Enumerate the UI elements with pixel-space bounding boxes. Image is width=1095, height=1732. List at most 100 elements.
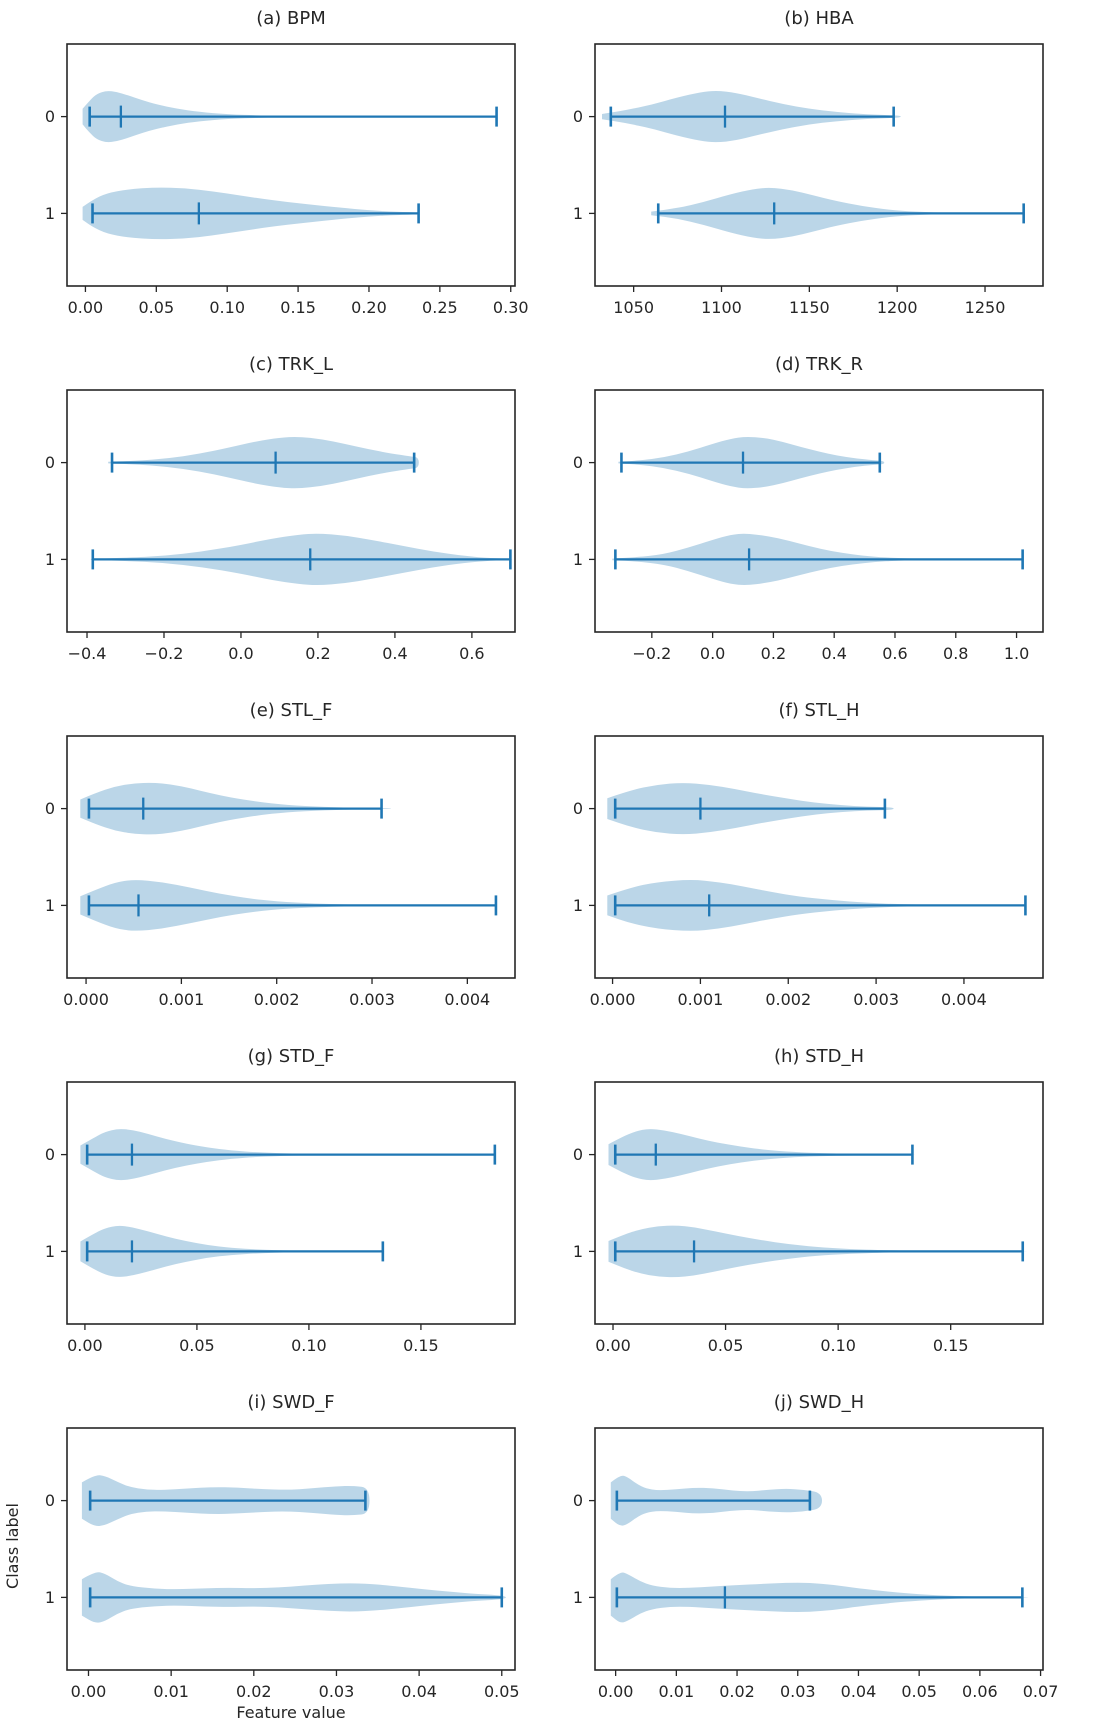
svg-text:0.4: 0.4 — [382, 644, 407, 663]
svg-text:0.003: 0.003 — [853, 990, 899, 1009]
svg-text:0.15: 0.15 — [280, 298, 316, 317]
svg-text:0.6: 0.6 — [459, 644, 484, 663]
subplot-title-b: (b) HBA — [784, 8, 854, 29]
svg-text:0.04: 0.04 — [841, 1682, 877, 1701]
subplot-title-c: (c) TRK_L — [249, 354, 333, 375]
subplot-cell-f: (f) STL_H 0.000 0.001 0.002 0.003 0.004 0 1 — [548, 692, 1095, 1038]
violin-plot-g: 0.00 0.05 0.10 0.15 0 1 — [45, 1081, 516, 1355]
svg-text:1.0: 1.0 — [1004, 644, 1029, 663]
svg-text:1: 1 — [45, 204, 55, 223]
svg-text:0.00: 0.00 — [595, 1336, 631, 1355]
violin-plot-b: 1050 1100 1150 1200 1250 0 1 — [573, 43, 1044, 317]
svg-text:0.004: 0.004 — [444, 990, 490, 1009]
svg-text:0.00: 0.00 — [68, 298, 104, 317]
violin-plot-j: 0.00 0.01 0.02 0.03 0.04 0.05 0.06 0.07 0 1 — [573, 1427, 1059, 1701]
svg-text:0: 0 — [573, 453, 583, 472]
svg-text:1100: 1100 — [701, 298, 742, 317]
svg-text:0: 0 — [45, 107, 55, 126]
svg-text:0.4: 0.4 — [821, 644, 846, 663]
svg-text:0.04: 0.04 — [401, 1682, 437, 1701]
svg-text:0: 0 — [573, 1145, 583, 1164]
svg-text:0.05: 0.05 — [901, 1682, 937, 1701]
svg-text:0.03: 0.03 — [780, 1682, 816, 1701]
svg-text:0.30: 0.30 — [493, 298, 529, 317]
svg-text:0.25: 0.25 — [422, 298, 458, 317]
svg-text:0.003: 0.003 — [349, 990, 395, 1009]
subplot-cell-a: (a) BPM 0.00 0.05 0.10 0.15 0.20 0.25 0.30 0 1 — [0, 0, 548, 346]
svg-text:1250: 1250 — [965, 298, 1006, 317]
svg-text:0.07: 0.07 — [1023, 1682, 1059, 1701]
svg-text:1050: 1050 — [613, 298, 654, 317]
svg-text:0.000: 0.000 — [590, 990, 636, 1009]
svg-text:0.10: 0.10 — [820, 1336, 856, 1355]
svg-text:0.15: 0.15 — [933, 1336, 969, 1355]
svg-text:0.10: 0.10 — [291, 1336, 327, 1355]
subplot-title-j: (j) SWD_H — [773, 1392, 865, 1413]
svg-text:0.000: 0.000 — [63, 990, 109, 1009]
svg-text:0.20: 0.20 — [351, 298, 387, 317]
svg-text:0: 0 — [573, 799, 583, 818]
svg-text:1: 1 — [45, 1588, 55, 1607]
svg-text:0.00: 0.00 — [67, 1336, 103, 1355]
subplot-cell-j: (j) SWD_H 0.00 0.01 0.02 0.03 0.04 0.05 0.06 0.… — [548, 1384, 1095, 1732]
svg-text:0.01: 0.01 — [659, 1682, 695, 1701]
subplot-title-g: (g) STD_F — [247, 1046, 335, 1067]
violin-plot-c: −0.4 −0.2 0.0 0.2 0.4 0.6 0 1 — [45, 389, 516, 663]
x-axis-label: Feature value — [236, 1703, 346, 1722]
svg-text:0.05: 0.05 — [179, 1336, 215, 1355]
svg-text:0: 0 — [573, 1491, 583, 1510]
subplot-cell-d: (d) TRK_R −0.2 0.0 0.2 0.4 0.6 0.8 1.0 0 1 — [548, 346, 1095, 692]
svg-text:1: 1 — [573, 204, 583, 223]
svg-text:0: 0 — [45, 1491, 55, 1510]
violin-plot-a: 0.00 0.05 0.10 0.15 0.20 0.25 0.30 0 1 — [45, 43, 529, 317]
subplot-title-h: (h) STD_H — [774, 1046, 864, 1067]
svg-text:0.2: 0.2 — [305, 644, 330, 663]
violin-plot-i: 0.00 0.01 0.02 0.03 0.04 0.05 0 1 — [45, 1427, 520, 1701]
svg-text:0.02: 0.02 — [719, 1682, 755, 1701]
svg-text:0.06: 0.06 — [962, 1682, 998, 1701]
svg-text:0: 0 — [45, 453, 55, 472]
svg-text:0.001: 0.001 — [158, 990, 204, 1009]
svg-text:−0.4: −0.4 — [68, 644, 107, 663]
svg-text:0.05: 0.05 — [708, 1336, 744, 1355]
svg-text:0.004: 0.004 — [941, 990, 987, 1009]
subplot-title-d: (d) TRK_R — [774, 354, 863, 375]
subplot-cell-e: (e) STL_F 0.000 0.001 0.002 0.003 0.004 0 1 — [0, 692, 548, 1038]
svg-text:0.8: 0.8 — [943, 644, 968, 663]
subplot-title-f: (f) STL_H — [778, 700, 860, 721]
svg-text:0.15: 0.15 — [403, 1336, 439, 1355]
svg-text:0.002: 0.002 — [765, 990, 811, 1009]
subplot-cell-b: (b) HBA 1050 1100 1150 1200 1250 0 1 — [548, 0, 1095, 346]
svg-text:0.2: 0.2 — [761, 644, 786, 663]
subplot-title-a: (a) BPM — [256, 8, 326, 29]
svg-text:0.02: 0.02 — [236, 1682, 272, 1701]
violin-plot-h: 0.00 0.05 0.10 0.15 0 1 — [573, 1081, 1044, 1355]
svg-text:1: 1 — [45, 896, 55, 915]
subplot-title-e: (e) STL_F — [249, 700, 333, 721]
svg-text:0.00: 0.00 — [598, 1682, 634, 1701]
svg-text:1: 1 — [573, 1588, 583, 1607]
svg-text:0: 0 — [45, 1145, 55, 1164]
svg-text:1200: 1200 — [877, 298, 918, 317]
svg-text:0: 0 — [573, 107, 583, 126]
svg-text:1: 1 — [45, 1242, 55, 1261]
svg-text:0.002: 0.002 — [254, 990, 300, 1009]
svg-text:0.05: 0.05 — [484, 1682, 520, 1701]
subplot-cell-i: (i) SWD_F 0.00 0.01 0.02 0.03 0.04 0.05 0 1 — [0, 1384, 548, 1732]
svg-text:0.6: 0.6 — [882, 644, 907, 663]
svg-text:0.001: 0.001 — [678, 990, 724, 1009]
svg-text:1150: 1150 — [789, 298, 830, 317]
svg-text:0.03: 0.03 — [319, 1682, 355, 1701]
y-axis-label: Class label — [3, 1503, 22, 1589]
svg-text:−0.2: −0.2 — [145, 644, 184, 663]
svg-text:1: 1 — [573, 896, 583, 915]
violin-plot-e: 0.000 0.001 0.002 0.003 0.004 0 1 — [45, 735, 516, 1009]
svg-text:0.0: 0.0 — [228, 644, 253, 663]
svg-text:0.10: 0.10 — [209, 298, 245, 317]
svg-text:0.05: 0.05 — [139, 298, 175, 317]
subplot-title-i: (i) SWD_F — [247, 1392, 335, 1413]
svg-text:1: 1 — [573, 550, 583, 569]
svg-text:0.01: 0.01 — [153, 1682, 189, 1701]
